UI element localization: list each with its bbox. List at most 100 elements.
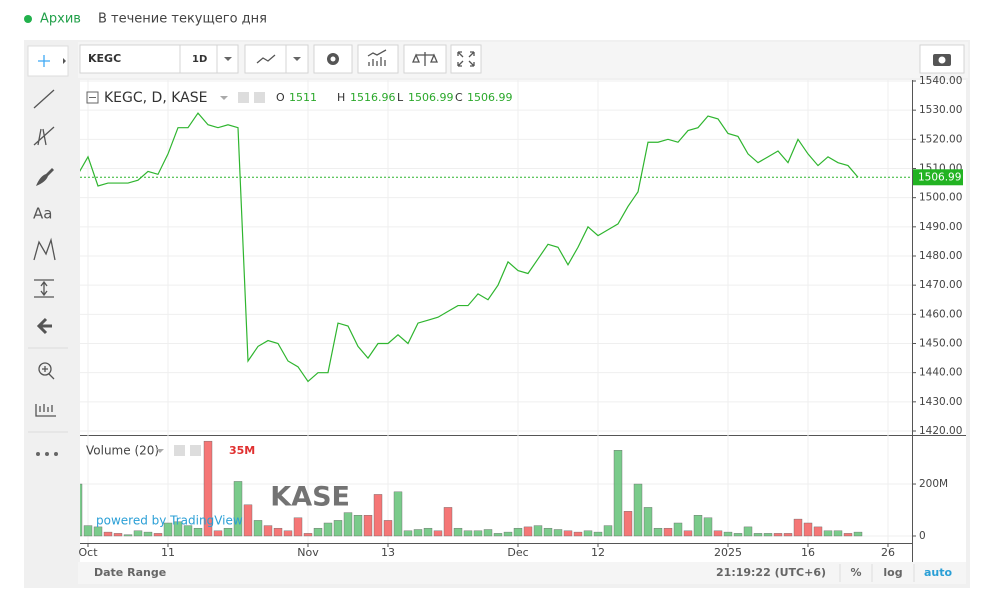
l-label: L bbox=[397, 91, 404, 104]
x-tick-label: 12 bbox=[591, 546, 605, 559]
y-tick-label: 1460.00 bbox=[919, 308, 962, 320]
symbol[interactable]: KEGC bbox=[88, 52, 121, 65]
c-label: C bbox=[455, 91, 463, 104]
volume-bar bbox=[713, 530, 723, 537]
volume-bar bbox=[453, 527, 463, 537]
y-tick-label: 1480.00 bbox=[919, 250, 962, 262]
volume-bar bbox=[533, 525, 543, 537]
volume-bar bbox=[103, 531, 113, 537]
y-tick-label: 200M bbox=[919, 478, 948, 490]
volume-bar bbox=[363, 515, 373, 537]
volume-bar bbox=[523, 526, 533, 537]
y-tick-label: 1470.00 bbox=[919, 279, 962, 291]
x-tick-label: 11 bbox=[161, 546, 175, 559]
date-range[interactable]: Date Range bbox=[94, 566, 166, 579]
y-tick-label: 1490.00 bbox=[919, 221, 962, 233]
volume-bar bbox=[673, 522, 683, 537]
indicators-button[interactable] bbox=[357, 44, 399, 74]
volume-bar bbox=[793, 518, 803, 537]
volume-bar bbox=[443, 507, 453, 537]
y-tick-label: 1420.00 bbox=[919, 425, 962, 437]
volume-bar bbox=[513, 527, 523, 537]
volume-bar bbox=[613, 450, 623, 537]
volume-bar bbox=[163, 522, 173, 537]
mode[interactable]: В течение текущего дня bbox=[98, 12, 267, 27]
volume-bar bbox=[733, 533, 743, 537]
volume-bar bbox=[333, 520, 343, 537]
volume-bar bbox=[843, 533, 853, 537]
l-value: 1506.99 bbox=[408, 91, 454, 104]
volume-bar bbox=[303, 533, 313, 537]
volume-bar bbox=[193, 527, 203, 537]
volume-bar bbox=[743, 526, 753, 537]
log-toggle[interactable]: log bbox=[883, 566, 902, 579]
volume-bar bbox=[343, 512, 353, 537]
last-price-label: 1506.99 bbox=[918, 171, 961, 183]
symbol-box[interactable] bbox=[79, 44, 239, 74]
volume-bar bbox=[253, 520, 263, 537]
y-tick-label: 1500.00 bbox=[919, 192, 962, 204]
volume-bar bbox=[93, 526, 103, 537]
x-tick-label: 26 bbox=[881, 546, 895, 559]
percent-toggle[interactable]: % bbox=[850, 566, 861, 579]
volume-bar bbox=[603, 525, 613, 537]
interval[interactable]: 1D bbox=[192, 54, 207, 65]
volume-bar bbox=[83, 525, 93, 537]
y-tick-label: 1450.00 bbox=[919, 338, 962, 350]
volume-bar bbox=[423, 527, 433, 537]
volume-bar bbox=[433, 530, 443, 537]
x-tick-label: 13 bbox=[381, 546, 395, 559]
volume-bar bbox=[813, 526, 823, 537]
x-tick-label: 2025 bbox=[714, 546, 742, 559]
volume-bar bbox=[133, 530, 143, 537]
volume-bar bbox=[233, 481, 243, 537]
volume-bar bbox=[823, 530, 833, 537]
volume-bar bbox=[243, 504, 253, 537]
o-value: 1511 bbox=[289, 91, 317, 104]
y-tick-label: 1540.00 bbox=[919, 75, 962, 87]
auto-toggle[interactable]: auto bbox=[924, 566, 953, 579]
status-dot bbox=[24, 15, 32, 23]
volume-bar bbox=[323, 522, 333, 537]
volume-bar bbox=[473, 530, 483, 537]
h-value: 1516.96 bbox=[350, 91, 396, 104]
volume-bar bbox=[543, 527, 553, 537]
chart-area bbox=[80, 80, 966, 562]
volume-bar bbox=[403, 530, 413, 537]
volume-bar bbox=[563, 530, 573, 537]
watermark-logo: KASE bbox=[270, 482, 350, 513]
legend-title: KEGC, D, KASE bbox=[104, 90, 207, 106]
price-line bbox=[80, 112, 859, 383]
y-tick-label: 1530.00 bbox=[919, 104, 962, 116]
watermark-powered: powered by TradingView bbox=[96, 514, 243, 528]
volume-bar bbox=[723, 531, 733, 537]
volume-bar bbox=[113, 533, 123, 537]
volume-bar bbox=[203, 440, 213, 537]
volume-bar bbox=[753, 533, 763, 537]
volume-bar bbox=[653, 527, 663, 537]
volume-bar bbox=[593, 531, 603, 537]
volume-bar bbox=[703, 517, 713, 537]
svg-text:Aa: Aa bbox=[33, 205, 52, 223]
volume-bar bbox=[153, 533, 163, 537]
left-toolbar: Aa bbox=[27, 45, 69, 456]
volume-bar bbox=[623, 511, 633, 537]
x-tick-label: Oct bbox=[78, 546, 98, 559]
volume-bar bbox=[263, 525, 273, 537]
y-tick-label: 1440.00 bbox=[919, 367, 962, 379]
volume-title: Volume (20) bbox=[86, 444, 159, 458]
fullscreen-button[interactable] bbox=[450, 44, 482, 74]
volume-bar bbox=[643, 507, 653, 537]
settings-button[interactable] bbox=[313, 44, 353, 74]
volume-bar bbox=[123, 534, 133, 537]
y-tick-label: 1520.00 bbox=[919, 133, 962, 145]
last-price-box bbox=[913, 169, 963, 186]
volume-bar bbox=[80, 483, 83, 537]
h-label: H bbox=[337, 91, 345, 104]
volume-bar bbox=[293, 517, 303, 537]
volume-bar bbox=[693, 515, 703, 537]
volume-bar bbox=[803, 522, 813, 537]
volume-bar bbox=[573, 531, 583, 537]
y-tick-label: 1430.00 bbox=[919, 396, 962, 408]
